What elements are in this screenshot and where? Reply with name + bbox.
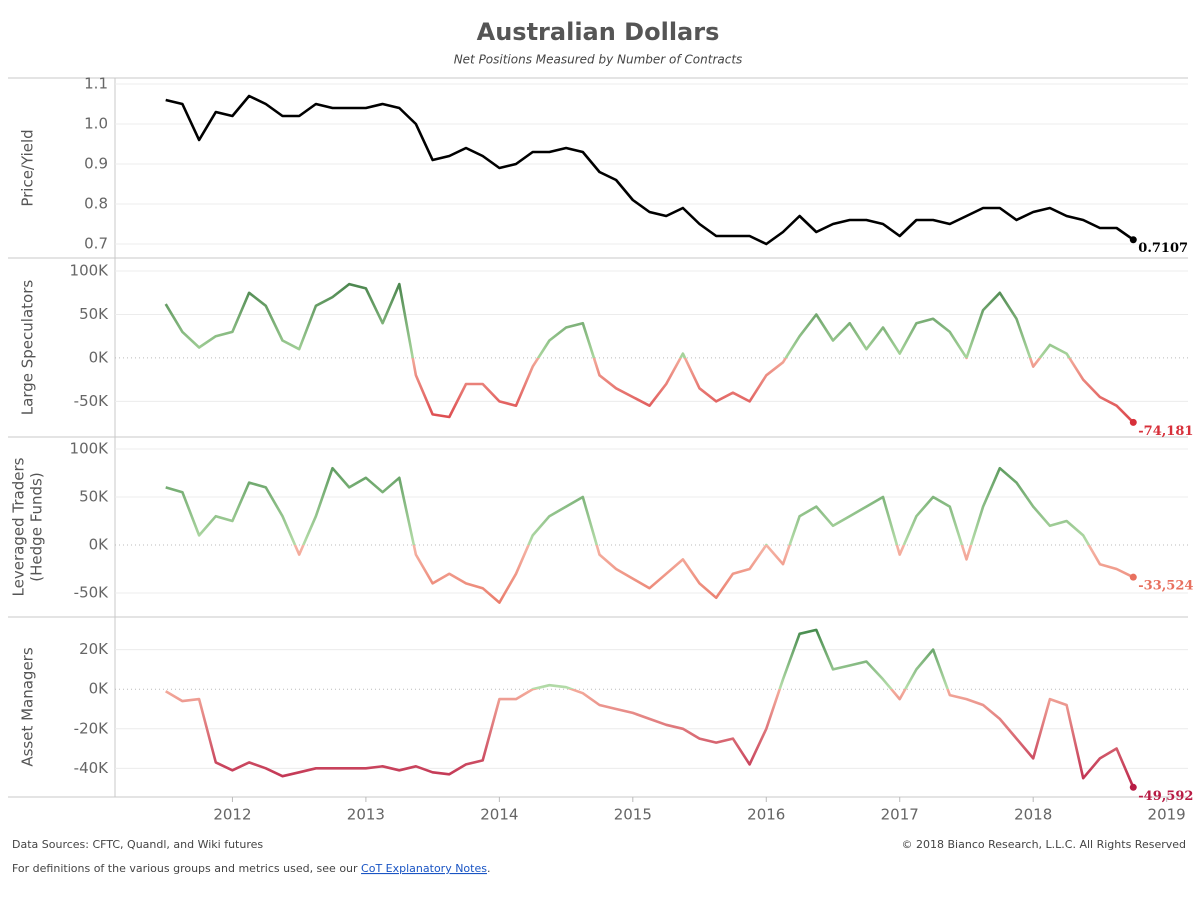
- y-tick-label: 1.0: [84, 115, 108, 133]
- y-tick-label: 50K: [79, 488, 109, 506]
- end-label: -33,524: [1138, 579, 1193, 594]
- chart-subtitle: Net Positions Measured by Number of Cont…: [454, 53, 743, 67]
- y-tick-label: -50K: [74, 584, 109, 602]
- footer-source: Data Sources: CFTC, Quandl, and Wiki fut…: [12, 838, 263, 851]
- end-point: [1129, 573, 1137, 581]
- footer-note: For definitions of the various groups an…: [12, 862, 490, 875]
- x-tick-label: 2012: [213, 806, 251, 824]
- y-tick-label: 100K: [70, 440, 110, 458]
- y-tick-label: 50K: [79, 305, 109, 323]
- note-link[interactable]: CoT Explanatory Notes: [361, 862, 487, 875]
- y-tick-label: 0K: [89, 680, 110, 698]
- end-point: [1129, 418, 1137, 426]
- x-tick-label: 2014: [480, 806, 518, 824]
- y-tick-label: -20K: [74, 719, 109, 737]
- y-tick-label: 0.8: [84, 195, 108, 213]
- series-line: [165, 94, 1135, 246]
- note-text: For definitions of the various groups an…: [12, 862, 361, 875]
- footer-copyright: © 2018 Bianco Research, L.L.C. All Right…: [902, 838, 1186, 851]
- x-tick-label: 2018: [1014, 806, 1052, 824]
- end-point: [1129, 236, 1137, 244]
- y-axis-title: (Hedge Funds): [28, 472, 46, 581]
- x-tick-label: 2016: [747, 806, 785, 824]
- y-tick-label: -40K: [74, 759, 109, 777]
- y-axis-title: Asset Managers: [19, 647, 37, 767]
- x-tick-label: 2017: [881, 806, 919, 824]
- series-line: [165, 466, 1134, 604]
- x-tick-label: 2015: [614, 806, 652, 824]
- end-label: -49,592: [1138, 789, 1193, 804]
- y-tick-label: 20K: [79, 640, 109, 658]
- end-point: [1129, 783, 1137, 791]
- note-text: .: [487, 862, 491, 875]
- end-label: -74,181: [1138, 424, 1193, 439]
- y-tick-label: 1.1: [84, 75, 108, 93]
- y-axis-title: Price/Yield: [19, 129, 37, 206]
- y-tick-label: 0K: [89, 348, 110, 366]
- y-axis-title: Large Speculators: [19, 280, 37, 416]
- y-axis-title: Leveraged Traders: [10, 457, 28, 596]
- y-tick-label: 100K: [70, 262, 110, 280]
- series-line: [164, 282, 1135, 424]
- x-tick-label: 2019: [1148, 806, 1186, 824]
- series-line: [165, 628, 1135, 788]
- y-tick-label: 0.7: [84, 235, 108, 253]
- x-tick-label: 2013: [347, 806, 385, 824]
- chart-title: Australian Dollars: [477, 18, 720, 46]
- y-tick-label: 0.9: [84, 155, 108, 173]
- end-label: 0.7107: [1138, 241, 1188, 256]
- y-tick-label: 0K: [89, 536, 110, 554]
- y-tick-label: -50K: [74, 392, 109, 410]
